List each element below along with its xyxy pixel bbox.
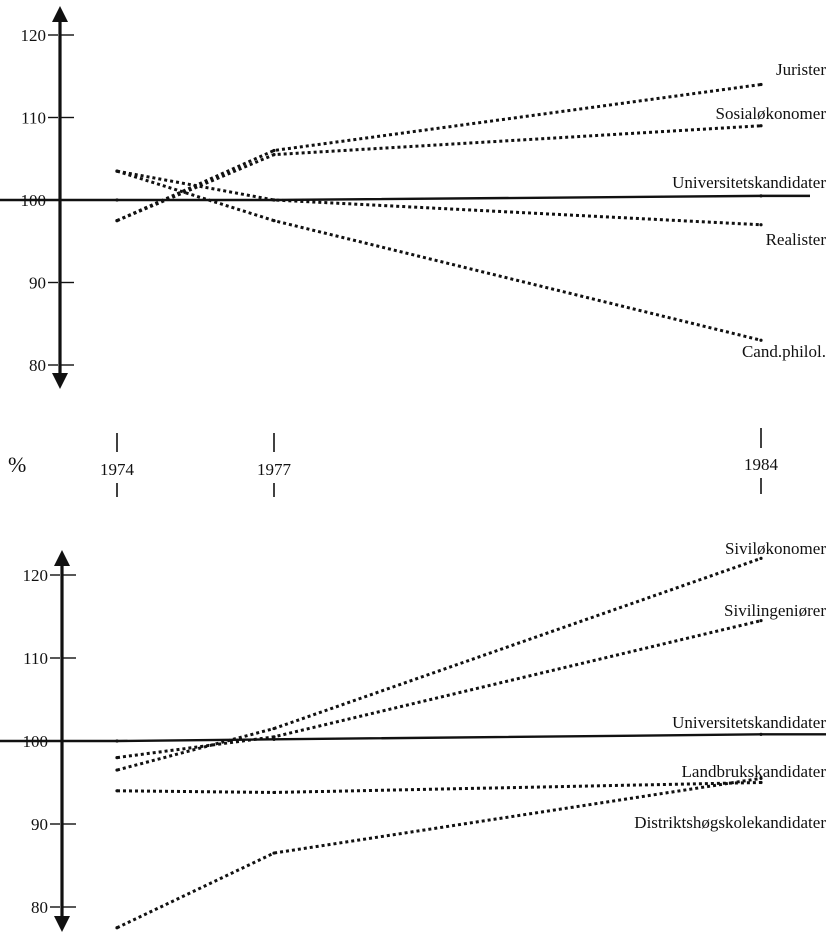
bottom-series-line-landbrukskandidater (116, 781, 762, 794)
unit-label: % (8, 452, 26, 477)
year-label-1977: 1977 (257, 460, 292, 479)
top-series-line-sosialokonomer (116, 124, 762, 223)
bottom-point-landbrukskandidater-1974 (115, 789, 119, 793)
top-y-tick-label-90: 90 (29, 274, 46, 293)
top-point-sosialokonomer-1974 (115, 219, 119, 223)
bottom-point-sivilingeniorer-1977 (272, 735, 276, 739)
bottom-series-label-sivilokonomer: Siviløkonomer (725, 539, 826, 558)
bottom-point-distriktshogskolekandidater-1977 (272, 851, 276, 855)
bottom-point-sivilingeniorer-1984 (759, 619, 763, 623)
bottom-series-line-universitetskandidater (0, 733, 826, 743)
bottom-point-universitetskandidater-1977 (272, 737, 276, 741)
bottom-chart-panel: 1201101009080SiviløkonomerSivilingeniøre… (0, 539, 827, 932)
bottom-series-label-landbrukskandidater: Landbrukskandidater (682, 762, 827, 781)
top-point-cand-philol-1984 (759, 338, 763, 342)
top-series-line-jurister (116, 83, 762, 222)
top-series-label-cand-philol: Cand.philol. (742, 342, 826, 361)
top-y-tick-label-80: 80 (29, 356, 46, 375)
bottom-point-sivilokonomer-1974 (115, 768, 119, 772)
bottom-point-sivilokonomer-1984 (759, 556, 763, 561)
top-y-tick-label-120: 120 (21, 26, 47, 45)
top-point-jurister-1977 (272, 148, 276, 153)
bottom-y-tick-label-120: 120 (23, 566, 49, 585)
top-point-realister-1977 (272, 198, 276, 202)
bottom-series-line-distriktshogskolekandidater (116, 776, 762, 930)
bottom-point-landbrukskandidater-1984 (759, 780, 763, 785)
year-axis: % 1974 1977 1984 (8, 428, 779, 497)
bottom-point-landbrukskandidater-1977 (272, 790, 276, 795)
bottom-y-tick-label-90: 90 (31, 815, 48, 834)
top-series-label-sosialokonomer: Sosialøkonomer (716, 104, 827, 123)
top-point-realister-1984 (759, 223, 763, 227)
top-series-label-universitetskandidater: Universitetskandidater (672, 173, 826, 192)
top-series-label-realister: Realister (766, 230, 827, 249)
bottom-series-label-universitetskandidater: Universitetskandidater (672, 713, 826, 732)
year-label-1974: 1974 (100, 460, 135, 479)
bottom-point-distriktshogskolekandidater-1984 (759, 776, 763, 780)
top-series-label-jurister: Jurister (776, 60, 826, 79)
bottom-point-sivilingeniorer-1974 (115, 756, 119, 760)
bottom-point-universitetskandidater-1974 (115, 739, 119, 743)
top-point-sosialokonomer-1977 (272, 153, 276, 157)
top-series-line-universitetskandidater (0, 194, 810, 202)
top-point-universitetskandidater-1974 (115, 198, 119, 202)
bottom-point-sivilokonomer-1977 (272, 726, 276, 731)
top-point-universitetskandidater-1984 (759, 194, 763, 198)
bottom-point-distriktshogskolekandidater-1974 (115, 926, 119, 930)
top-y-tick-label-110: 110 (21, 109, 46, 128)
bottom-y-tick-label-80: 80 (31, 898, 48, 917)
top-point-sosialokonomer-1984 (759, 124, 763, 128)
bottom-point-universitetskandidater-1984 (759, 732, 763, 736)
top-point-cand-philol-1977 (272, 219, 276, 223)
top-point-cand-philol-1974 (115, 169, 119, 173)
year-label-1984: 1984 (744, 455, 779, 474)
top-chart-panel: 1201101009080JuristerSosialøkonomerUnive… (0, 6, 827, 389)
bottom-series-label-distriktshogskolekandidater: Distriktshøgskolekandidater (634, 813, 826, 832)
top-point-jurister-1984 (759, 82, 763, 87)
bottom-y-tick-label-110: 110 (23, 649, 48, 668)
bottom-series-label-sivilingeniorer: Sivilingeniører (724, 601, 826, 620)
